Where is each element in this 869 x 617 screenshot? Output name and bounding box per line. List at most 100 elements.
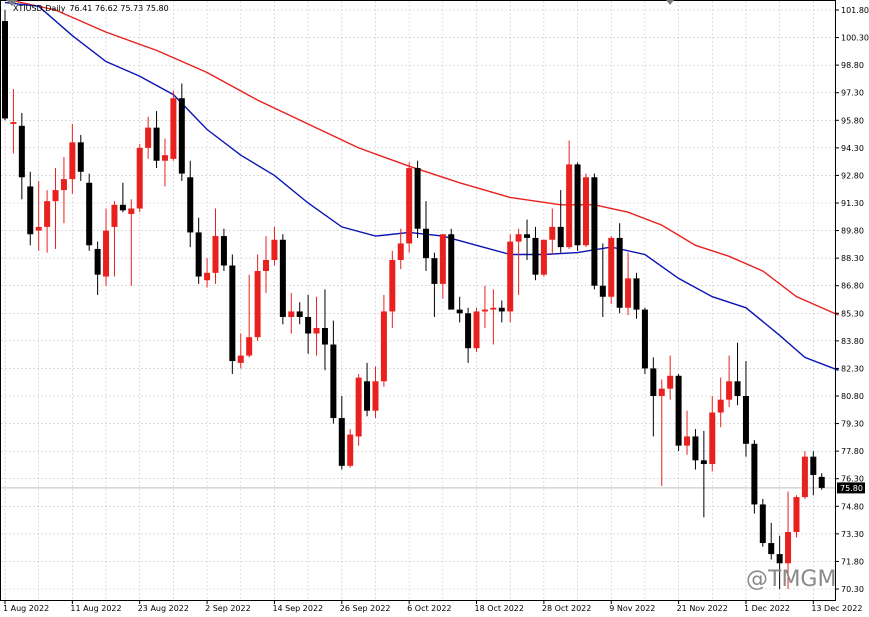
candle-17 xyxy=(145,116,152,159)
watermark: @TMGM xyxy=(746,567,836,592)
x-tick-label: 28 Oct 2022 xyxy=(542,604,591,613)
candle-90 xyxy=(759,498,766,547)
candle-36 xyxy=(305,294,312,354)
candle-89 xyxy=(751,440,758,514)
ma-slow-layer xyxy=(6,0,839,316)
candle-body xyxy=(372,381,379,411)
x-tick-label: 26 Sep 2022 xyxy=(340,604,391,613)
current-price-label-text: 75.80 xyxy=(840,484,863,493)
candle-body xyxy=(161,155,168,161)
candle-body xyxy=(540,239,547,275)
candle-59 xyxy=(498,300,505,323)
candle-body xyxy=(810,456,817,476)
candle-body xyxy=(532,237,539,275)
candle-76 xyxy=(641,307,648,374)
candle-body xyxy=(44,201,51,227)
candle-body xyxy=(111,204,118,227)
candle-68 xyxy=(574,162,581,251)
y-tick-label: 73.30 xyxy=(841,530,864,539)
candle-20 xyxy=(170,90,177,161)
candle-body xyxy=(667,375,674,389)
candle-57 xyxy=(481,285,488,328)
candle-body xyxy=(195,232,202,277)
symbol-name: XTIUSD,Daily xyxy=(13,4,66,13)
ma-fast-line xyxy=(4,1,839,371)
candle-27 xyxy=(229,254,236,374)
candle-body xyxy=(633,278,640,310)
candle-92 xyxy=(776,535,783,589)
x-tick-label: 13 Dec 2022 xyxy=(811,604,862,613)
x-tick-label: 1 Dec 2022 xyxy=(744,604,790,613)
candle-body xyxy=(237,355,244,363)
candle-66 xyxy=(557,190,564,253)
x-tick-label: 1 Aug 2022 xyxy=(3,604,49,613)
candle-91 xyxy=(768,522,775,560)
candle-body xyxy=(684,436,691,446)
candle-47 xyxy=(397,228,404,270)
candle-30 xyxy=(254,254,261,341)
grid xyxy=(1,1,835,600)
candle-body xyxy=(279,239,286,317)
candle-body xyxy=(313,327,320,334)
candle-38 xyxy=(321,289,328,371)
y-tick-label: 97.30 xyxy=(841,89,864,98)
candle-body xyxy=(212,236,219,273)
candle-35 xyxy=(296,302,303,325)
candle-49 xyxy=(414,160,421,238)
candle-body xyxy=(246,337,253,356)
candle-body xyxy=(700,460,707,465)
candle-body xyxy=(389,259,396,312)
candle-31 xyxy=(263,236,270,294)
x-tick-label: 18 Oct 2022 xyxy=(475,604,524,613)
candle-5 xyxy=(44,190,51,253)
candle-body xyxy=(263,259,270,272)
y-tick-label: 76.30 xyxy=(841,475,864,484)
candle-body xyxy=(153,127,160,161)
candle-body xyxy=(229,265,236,362)
candle-body xyxy=(473,311,480,349)
candle-body xyxy=(490,307,497,310)
candle-body xyxy=(364,381,371,411)
candle-60 xyxy=(507,234,514,323)
candles xyxy=(2,10,825,589)
x-tick-label: 9 Nov 2022 xyxy=(609,604,655,613)
candle-body xyxy=(566,164,573,248)
candle-86 xyxy=(726,355,733,408)
candle-body xyxy=(431,258,438,284)
y-tick-label: 94.30 xyxy=(841,144,864,153)
y-tick-label: 92.80 xyxy=(841,171,864,180)
candle-79 xyxy=(667,355,674,400)
chart-shift-marker-right xyxy=(666,0,674,5)
candle-61 xyxy=(515,228,522,295)
candle-69 xyxy=(582,173,589,248)
candle-78 xyxy=(658,379,665,487)
candle-body xyxy=(330,344,337,419)
candle-body xyxy=(170,98,177,159)
candle-45 xyxy=(380,294,387,387)
y-tick-label: 83.80 xyxy=(841,337,864,346)
candle-43 xyxy=(364,362,371,417)
candle-body xyxy=(709,412,716,465)
candle-body xyxy=(69,142,76,180)
y-tick-label: 82.30 xyxy=(841,364,864,373)
candle-14 xyxy=(119,182,126,213)
candle-body xyxy=(414,168,421,229)
candle-body xyxy=(94,248,101,275)
candle-19 xyxy=(161,138,168,187)
candle-58 xyxy=(490,289,497,345)
candle-37 xyxy=(313,296,320,356)
candle-74 xyxy=(625,252,632,316)
candle-body xyxy=(220,236,227,266)
candle-54 xyxy=(456,296,463,323)
candle-body xyxy=(608,237,615,297)
x-tick-label: 14 Sep 2022 xyxy=(272,604,323,613)
y-tick-label: 74.80 xyxy=(841,502,864,511)
candle-46 xyxy=(389,250,396,328)
candle-6 xyxy=(52,168,59,249)
candle-1 xyxy=(10,89,17,154)
candle-body xyxy=(355,377,362,437)
candle-body xyxy=(178,98,185,174)
candle-body xyxy=(380,311,387,382)
candle-15 xyxy=(128,199,135,286)
